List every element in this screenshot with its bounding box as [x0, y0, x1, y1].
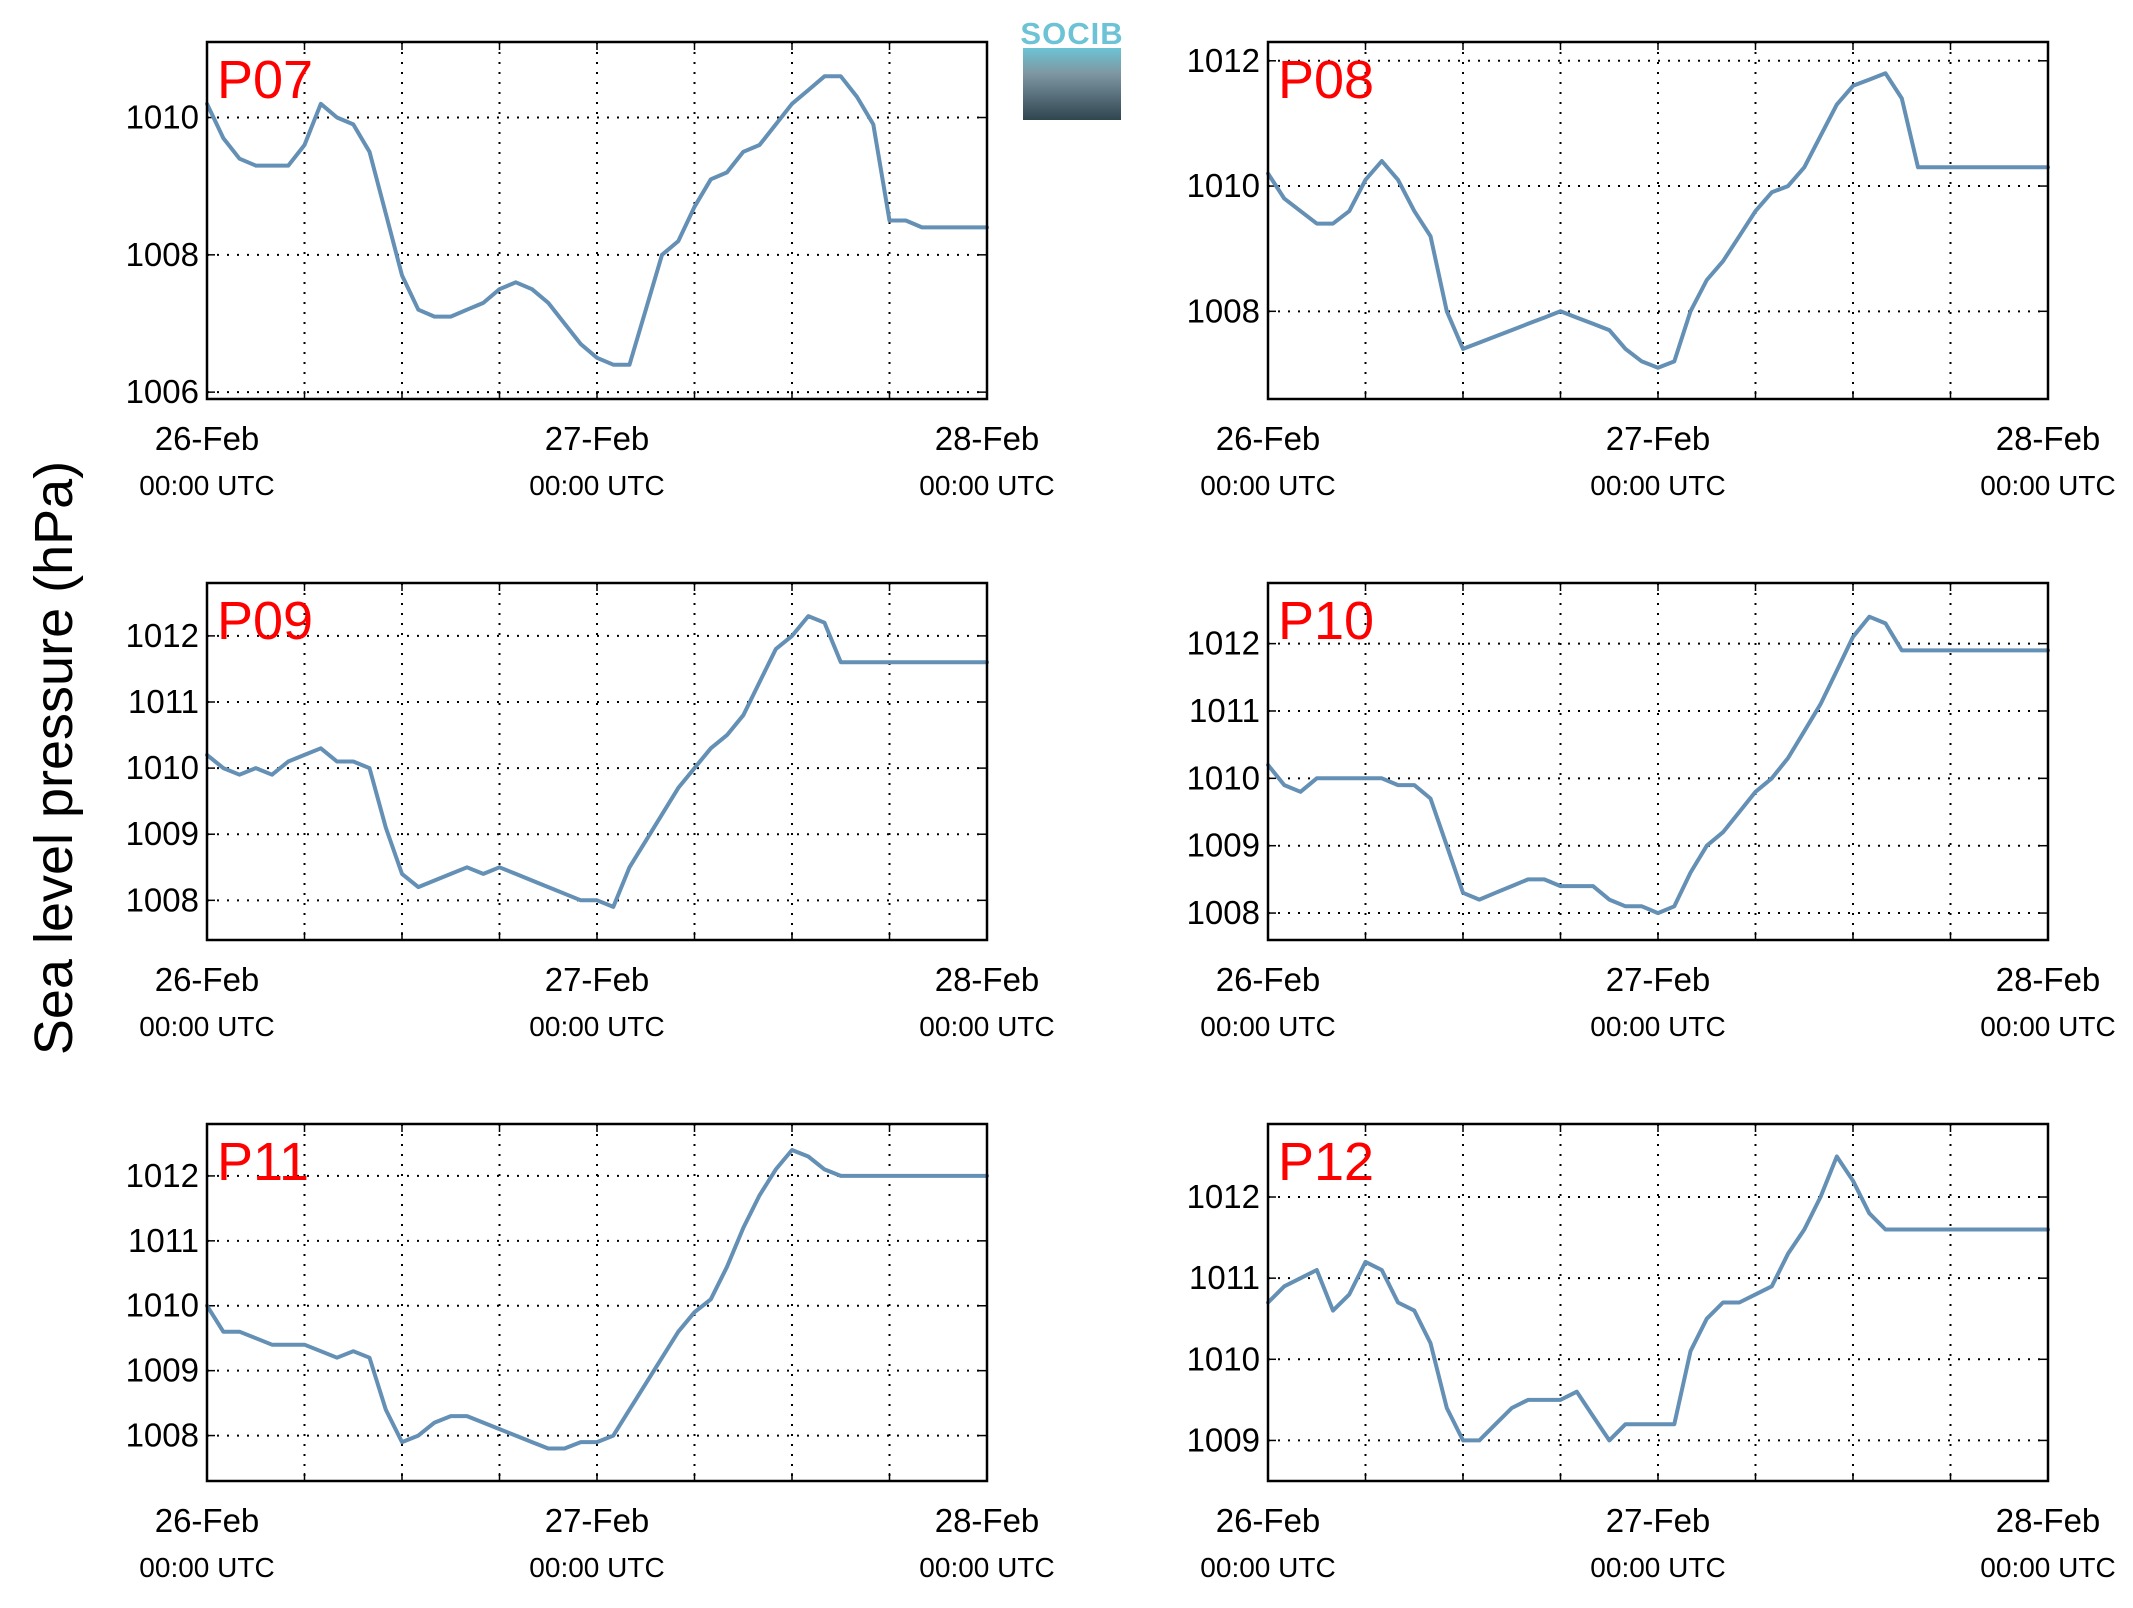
panel-p12: 1009 1010 1011 1012 26-Feb 00:00 UTC 27-Feb 00:…	[1187, 1122, 2116, 1583]
x-tick-label-time: 00:00 UTC	[139, 1552, 274, 1583]
x-tick-label-date: 26-Feb	[155, 961, 260, 998]
y-tick-label: 1010	[126, 1287, 199, 1324]
x-tick-label-time: 00:00 UTC	[139, 470, 274, 501]
x-tick-label-date: 28-Feb	[1996, 420, 2101, 457]
panel-p10: 1008 1009 1010 1011 1012 26-Feb 00:00 UTC 27-Fe…	[1187, 581, 2116, 1042]
x-tick-label-date: 28-Feb	[935, 420, 1040, 457]
axes-frame	[1266, 40, 2050, 401]
y-tick-label: 1011	[128, 1222, 199, 1259]
y-tick-label: 1009	[126, 815, 199, 852]
y-tick-label: 1012	[126, 617, 199, 654]
x-tick-label-date: 27-Feb	[545, 420, 650, 457]
y-tick-label: 1010	[126, 749, 199, 786]
series-line	[205, 614, 989, 909]
x-tick-label-time: 00:00 UTC	[139, 1011, 274, 1042]
x-tick-label-date: 27-Feb	[1606, 420, 1711, 457]
panel-label: P11	[217, 1132, 309, 1192]
panels: 1006 1008 1010 26-Feb 00:00 UTC 27-Feb 00:00 U…	[126, 40, 2116, 1583]
x-tick-label-time: 00:00 UTC	[1200, 470, 1335, 501]
y-tick-label: 1008	[126, 236, 199, 273]
y-tick-label: 1010	[1187, 759, 1260, 796]
y-tick-label: 1008	[126, 881, 199, 918]
x-tick-label-date: 28-Feb	[1996, 961, 2101, 998]
x-tick-label-time: 00:00 UTC	[1200, 1011, 1335, 1042]
panel-label: P10	[1278, 591, 1374, 651]
x-tick-label-date: 26-Feb	[1216, 961, 1321, 998]
logo-block	[1023, 48, 1121, 120]
y-tick-label: 1010	[1187, 167, 1260, 204]
x-tick-label-date: 27-Feb	[1606, 961, 1711, 998]
y-tick-label: 1009	[1187, 1421, 1260, 1458]
x-tick-label-date: 27-Feb	[545, 961, 650, 998]
x-tick-label-date: 26-Feb	[1216, 420, 1321, 457]
x-tick-label-date: 26-Feb	[155, 1502, 260, 1539]
x-tick-label-time: 00:00 UTC	[529, 1011, 664, 1042]
x-tick-label-time: 00:00 UTC	[1980, 1552, 2115, 1583]
y-tick-label: 1008	[1187, 292, 1260, 329]
y-tick-label: 1011	[128, 683, 199, 720]
x-tick-label-time: 00:00 UTC	[1590, 1011, 1725, 1042]
y-tick-label: 1006	[126, 373, 199, 410]
y-tick-label: 1012	[126, 1157, 199, 1194]
panel-p08: 1008 1010 1012 26-Feb 00:00 UTC 27-Feb 00:00 U…	[1187, 40, 2116, 501]
x-tick-label-date: 26-Feb	[155, 420, 260, 457]
socib-logo: SOCIB	[1020, 16, 1123, 120]
y-tick-label: 1012	[1187, 625, 1260, 662]
x-tick-label-date: 27-Feb	[1606, 1502, 1711, 1539]
axes-frame	[1266, 581, 2050, 942]
panel-label: P07	[217, 50, 313, 110]
series-line	[1266, 1154, 2050, 1443]
x-tick-label-time: 00:00 UTC	[1980, 470, 2115, 501]
panel-p07: 1006 1008 1010 26-Feb 00:00 UTC 27-Feb 00:00 U…	[126, 40, 1055, 501]
axes-frame	[205, 40, 989, 401]
panel-p09: 1008 1009 1010 1011 1012 26-Feb 00:00 UTC 27-Fe…	[126, 581, 1055, 1042]
series-line	[1266, 71, 2050, 370]
axes-frame	[205, 1122, 989, 1483]
y-tick-label: 1008	[126, 1417, 199, 1454]
y-tick-label: 1010	[126, 99, 199, 136]
x-tick-label-time: 00:00 UTC	[1590, 1552, 1725, 1583]
series-line	[205, 74, 989, 367]
x-tick-label-time: 00:00 UTC	[919, 1011, 1054, 1042]
y-tick-label: 1009	[126, 1352, 199, 1389]
logo-text: SOCIB	[1020, 16, 1123, 51]
x-tick-label-time: 00:00 UTC	[919, 470, 1054, 501]
y-tick-label: 1012	[1187, 1178, 1260, 1215]
x-tick-label-date: 27-Feb	[545, 1502, 650, 1539]
axes-frame	[205, 581, 989, 942]
y-tick-label: 1009	[1187, 827, 1260, 864]
x-tick-label-time: 00:00 UTC	[1980, 1011, 2115, 1042]
x-tick-label-date: 28-Feb	[1996, 1502, 2101, 1539]
x-tick-label-time: 00:00 UTC	[1590, 470, 1725, 501]
y-tick-label: 1011	[1189, 692, 1260, 729]
x-tick-label-time: 00:00 UTC	[529, 470, 664, 501]
y-tick-label: 1011	[1189, 1259, 1260, 1296]
x-tick-label-date: 28-Feb	[935, 961, 1040, 998]
panel-p11: 1008 1009 1010 1011 1012 26-Feb 00:00 UTC 27-Fe…	[126, 1122, 1055, 1583]
panel-label: P08	[1278, 50, 1374, 110]
y-tick-label: 1008	[1187, 894, 1260, 931]
series-line	[1266, 614, 2050, 916]
panel-label: P09	[217, 591, 313, 651]
x-tick-label-time: 00:00 UTC	[529, 1552, 664, 1583]
series-line	[205, 1148, 989, 1451]
y-tick-label: 1012	[1187, 42, 1260, 79]
x-tick-label-date: 28-Feb	[935, 1502, 1040, 1539]
global-ylabel: Sea level pressure (hPa)	[24, 461, 84, 1055]
panel-label: P12	[1278, 1132, 1374, 1192]
x-tick-label-date: 26-Feb	[1216, 1502, 1321, 1539]
y-tick-label: 1010	[1187, 1340, 1260, 1377]
x-tick-label-time: 00:00 UTC	[919, 1552, 1054, 1583]
x-tick-label-time: 00:00 UTC	[1200, 1552, 1335, 1583]
axes-frame	[1266, 1122, 2050, 1483]
